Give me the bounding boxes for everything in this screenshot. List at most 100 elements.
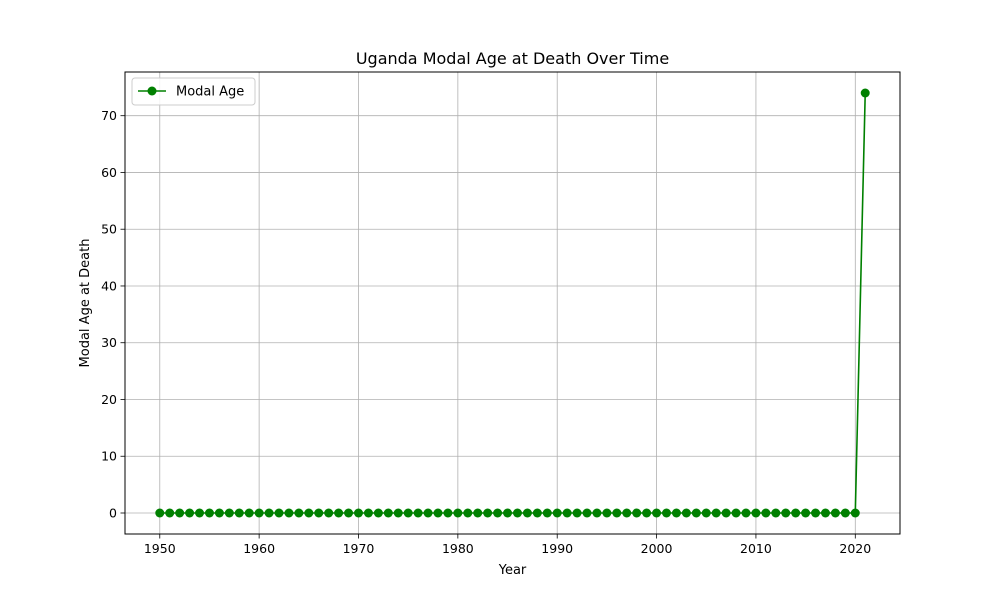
data-point xyxy=(195,508,205,518)
data-point xyxy=(771,508,781,518)
data-point xyxy=(811,508,821,518)
series-layer xyxy=(155,88,870,518)
chart-title: Uganda Modal Age at Death Over Time xyxy=(356,49,669,68)
y-tick-label: 50 xyxy=(101,222,117,237)
data-point xyxy=(353,508,363,518)
data-point xyxy=(662,508,672,518)
data-point xyxy=(264,508,274,518)
legend-box xyxy=(131,77,256,106)
y-tick-label: 30 xyxy=(101,335,117,350)
data-point xyxy=(711,508,721,518)
data-point xyxy=(234,508,244,518)
data-point xyxy=(473,508,483,518)
data-point xyxy=(701,508,711,518)
data-point xyxy=(294,508,304,518)
data-point xyxy=(820,508,830,518)
data-point xyxy=(612,508,622,518)
data-point xyxy=(622,508,632,518)
data-point xyxy=(493,508,503,518)
data-point xyxy=(453,508,463,518)
data-point xyxy=(642,508,652,518)
data-point xyxy=(801,508,811,518)
data-point xyxy=(761,508,771,518)
data-point xyxy=(652,508,662,518)
data-point xyxy=(214,508,224,518)
legend-label-modal-age: Modal Age xyxy=(176,85,244,100)
data-point xyxy=(562,508,572,518)
data-point xyxy=(582,508,592,518)
data-point xyxy=(542,508,552,518)
data-point xyxy=(403,508,413,518)
y-tick-label: 20 xyxy=(101,392,117,407)
data-point xyxy=(413,508,423,518)
x-tick-label: 2000 xyxy=(641,541,673,556)
data-point xyxy=(373,508,383,518)
data-point xyxy=(363,508,373,518)
x-tick-label: 1960 xyxy=(243,541,275,556)
y-tick-label: 70 xyxy=(101,108,117,123)
data-point xyxy=(423,508,433,518)
data-point xyxy=(254,508,264,518)
data-point xyxy=(791,508,801,518)
data-point xyxy=(244,508,254,518)
data-point xyxy=(691,508,701,518)
data-point xyxy=(840,508,850,518)
data-point xyxy=(632,508,642,518)
data-point xyxy=(274,508,284,518)
data-point xyxy=(572,508,582,518)
y-axis: 0 10 20 30 40 50 60 70 xyxy=(101,108,125,521)
data-point xyxy=(512,508,522,518)
data-point xyxy=(185,508,195,518)
x-tick-label: 2010 xyxy=(740,541,772,556)
plot-area xyxy=(124,71,901,535)
x-axis: 1950 1960 1970 1980 1990 2000 2010 2020 xyxy=(144,534,871,556)
data-point xyxy=(165,508,175,518)
data-point xyxy=(721,508,731,518)
data-point xyxy=(532,508,542,518)
x-axis-label: Year xyxy=(498,563,527,578)
data-point xyxy=(681,508,691,518)
x-tick-label: 1990 xyxy=(541,541,573,556)
data-point xyxy=(602,508,612,518)
x-tick-label: 1970 xyxy=(343,541,375,556)
data-point xyxy=(155,508,165,518)
data-point xyxy=(483,508,493,518)
data-point xyxy=(463,508,473,518)
y-tick-label: 60 xyxy=(101,165,117,180)
data-point xyxy=(522,508,532,518)
data-point xyxy=(552,508,562,518)
y-tick-label: 40 xyxy=(101,278,117,293)
data-point xyxy=(860,88,870,98)
data-point xyxy=(592,508,602,518)
data-point xyxy=(741,508,751,518)
legend-marker-swatch xyxy=(147,86,157,96)
data-point xyxy=(284,508,294,518)
y-axis-label: Modal Age at Death xyxy=(78,239,93,368)
data-point xyxy=(383,508,393,518)
data-point xyxy=(830,508,840,518)
data-point xyxy=(751,508,761,518)
data-point xyxy=(850,508,860,518)
data-point xyxy=(175,508,185,518)
x-tick-label: 1950 xyxy=(144,541,176,556)
data-point xyxy=(334,508,344,518)
data-point xyxy=(204,508,214,518)
data-point xyxy=(224,508,234,518)
data-point xyxy=(324,508,334,518)
data-point xyxy=(781,508,791,518)
data-point xyxy=(731,508,741,518)
data-point xyxy=(314,508,324,518)
data-point xyxy=(433,508,443,518)
data-point xyxy=(304,508,314,518)
data-point xyxy=(443,508,453,518)
x-tick-label: 1980 xyxy=(442,541,474,556)
data-point xyxy=(393,508,403,518)
x-tick-label: 2020 xyxy=(839,541,871,556)
data-point xyxy=(503,508,513,518)
data-point xyxy=(344,508,354,518)
y-tick-label: 10 xyxy=(101,449,117,464)
legend: Modal Age xyxy=(131,77,256,106)
data-point xyxy=(671,508,681,518)
y-tick-label: 0 xyxy=(109,506,117,521)
